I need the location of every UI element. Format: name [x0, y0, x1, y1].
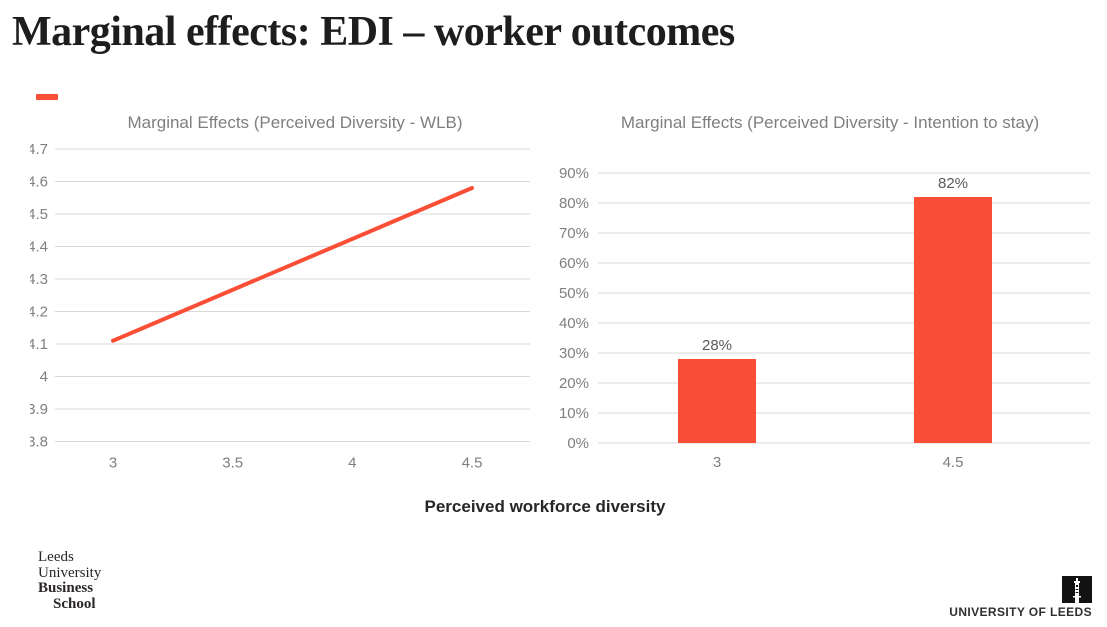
shared-x-axis-label: Perceived workforce diversity: [424, 497, 666, 516]
bar-series: 28% 3 82% 4.5: [678, 175, 992, 471]
logo-line: University: [38, 564, 102, 581]
logo-line: School: [53, 595, 96, 612]
bar-data-label: 82%: [938, 175, 968, 192]
parkinson-tower-icon: [1062, 576, 1092, 603]
x-category-label: 4.5: [943, 454, 964, 471]
y-tick-label: 4.5: [30, 206, 48, 223]
y-tick-label: 80%: [559, 195, 589, 212]
y-tick-label: 30%: [559, 345, 589, 362]
slide-title: Marginal effects: EDI – worker outcomes: [12, 9, 735, 55]
y-tick-label: 90%: [559, 165, 589, 182]
bar-data-label: 28%: [702, 337, 732, 354]
x-category-label: 3: [713, 454, 721, 471]
university-of-leeds-wordmark: UNIVERSITY OF LEEDS: [949, 605, 1092, 619]
y-tick-label: 50%: [559, 285, 589, 302]
line-chart-wlb: 4.7 4.6 4.5 4.4 4.3 4.2 4.1 4 3.9 3.8 3 3.5 4 4.5: [30, 141, 530, 472]
y-tick-label: 4.3: [30, 271, 48, 288]
university-of-leeds-badge: UNIVERSITY OF LEEDS: [932, 576, 1092, 619]
gridlines: [598, 172, 1090, 444]
y-tick-label: 3.8: [30, 434, 48, 451]
gridlines: [55, 148, 530, 442]
series-line: [111, 186, 474, 343]
right-chart-title: Marginal Effects (Perceived Diversity - …: [620, 113, 1040, 132]
business-school-logo: Leeds University Business School: [38, 549, 102, 612]
y-tick-label: 4.1: [30, 336, 48, 353]
x-tick-label: 3: [109, 455, 117, 472]
y-tick-label: 3.9: [30, 401, 48, 418]
bar: [914, 197, 992, 443]
y-tick-label: 4.7: [30, 141, 48, 158]
y-tick-label: 20%: [559, 375, 589, 392]
y-tick-label: 60%: [559, 255, 589, 272]
bar-chart-intention-to-stay: 90% 80% 70% 60% 50% 40% 30% 20% 10% 0% 28% 3 82% 4.5: [559, 165, 1090, 471]
y-axis-labels: 4.7 4.6 4.5 4.4 4.3 4.2 4.1 4 3.9 3.8: [30, 141, 48, 451]
left-chart-title: Marginal Effects (Perceived Diversity - …: [127, 113, 463, 132]
y-tick-label: 0%: [567, 435, 589, 452]
accent-dash: [36, 94, 58, 100]
y-tick-label: 10%: [559, 405, 589, 422]
y-tick-label: 4.2: [30, 304, 48, 321]
x-tick-label: 3.5: [222, 455, 243, 472]
y-tick-label: 4.6: [30, 174, 48, 191]
y-tick-label: 40%: [559, 315, 589, 332]
y-tick-label: 4: [40, 369, 48, 386]
y-tick-label: 4.4: [30, 239, 48, 256]
logo-line: Leeds: [38, 549, 74, 565]
x-tick-label: 4: [348, 455, 356, 472]
y-tick-label: 70%: [559, 225, 589, 242]
x-tick-label: 4.5: [462, 455, 483, 472]
logo-line: Business: [38, 580, 94, 596]
x-axis-labels: 3 3.5 4 4.5: [109, 455, 483, 472]
y-axis-labels: 90% 80% 70% 60% 50% 40% 30% 20% 10% 0%: [559, 165, 589, 452]
bar: [678, 359, 756, 443]
